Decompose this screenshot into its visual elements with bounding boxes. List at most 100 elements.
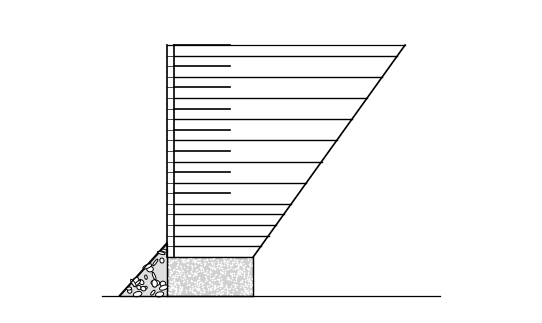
Ellipse shape — [134, 280, 140, 287]
Point — [234, 270, 242, 275]
Point — [190, 270, 198, 275]
Point — [237, 283, 246, 288]
Point — [227, 271, 235, 276]
Point — [223, 287, 231, 292]
Ellipse shape — [143, 286, 147, 289]
Point — [216, 292, 225, 297]
Point — [213, 284, 222, 289]
Point — [216, 262, 224, 267]
Point — [246, 263, 255, 268]
Point — [167, 286, 176, 291]
Point — [182, 279, 191, 284]
Point — [247, 282, 256, 287]
Point — [191, 271, 200, 276]
Point — [233, 257, 241, 263]
Point — [216, 268, 225, 273]
Point — [205, 264, 214, 269]
Point — [165, 279, 174, 284]
Point — [193, 282, 202, 287]
Point — [221, 258, 229, 263]
Point — [240, 271, 248, 276]
Point — [207, 287, 216, 293]
Point — [236, 260, 244, 266]
Point — [223, 262, 232, 267]
Point — [222, 275, 231, 280]
Point — [208, 275, 217, 280]
Point — [208, 282, 217, 287]
Point — [179, 279, 188, 285]
Point — [168, 274, 177, 279]
Point — [184, 258, 193, 263]
Point — [225, 257, 234, 263]
Point — [171, 274, 180, 279]
Point — [190, 282, 199, 287]
Point — [199, 284, 208, 289]
Point — [241, 288, 249, 293]
Point — [217, 266, 225, 271]
Point — [170, 267, 178, 272]
Point — [243, 286, 252, 291]
Point — [234, 271, 243, 276]
Point — [214, 289, 223, 294]
Point — [242, 289, 251, 294]
Point — [191, 262, 199, 267]
Point — [209, 286, 218, 291]
Point — [233, 261, 242, 266]
Point — [210, 255, 218, 261]
Point — [183, 283, 191, 288]
Point — [184, 274, 193, 279]
Point — [194, 260, 203, 265]
Point — [239, 292, 248, 297]
Point — [224, 274, 233, 279]
Point — [231, 286, 240, 291]
Point — [243, 270, 252, 276]
Point — [187, 286, 196, 291]
Ellipse shape — [152, 280, 157, 287]
Point — [213, 276, 222, 282]
Point — [208, 281, 216, 287]
Point — [210, 266, 219, 271]
Point — [229, 281, 237, 287]
Point — [238, 266, 247, 271]
Point — [241, 277, 250, 282]
Point — [204, 260, 212, 265]
Point — [237, 279, 246, 284]
Point — [225, 255, 234, 261]
Point — [169, 275, 178, 280]
Point — [164, 289, 172, 294]
Point — [218, 268, 227, 273]
Point — [229, 286, 237, 291]
Point — [190, 257, 198, 263]
Point — [180, 275, 189, 280]
Point — [236, 261, 244, 266]
Point — [240, 283, 249, 288]
Point — [208, 285, 216, 290]
Point — [244, 272, 253, 277]
Point — [187, 288, 196, 294]
Point — [170, 282, 179, 287]
Point — [247, 279, 256, 284]
Point — [245, 282, 254, 287]
Point — [171, 289, 179, 295]
Point — [188, 264, 197, 269]
Point — [243, 265, 251, 270]
Point — [205, 264, 214, 269]
Point — [170, 277, 178, 283]
Ellipse shape — [151, 290, 155, 295]
Point — [245, 277, 254, 282]
Point — [243, 291, 251, 296]
Point — [229, 270, 238, 275]
Point — [177, 271, 186, 276]
Point — [215, 285, 224, 290]
Point — [245, 266, 254, 271]
Point — [187, 269, 196, 274]
Point — [248, 274, 257, 279]
Point — [202, 276, 211, 282]
Point — [179, 259, 188, 265]
Point — [217, 263, 225, 268]
Point — [243, 281, 252, 287]
Point — [214, 259, 223, 264]
Point — [164, 265, 173, 270]
Point — [165, 290, 174, 296]
Point — [243, 279, 252, 284]
